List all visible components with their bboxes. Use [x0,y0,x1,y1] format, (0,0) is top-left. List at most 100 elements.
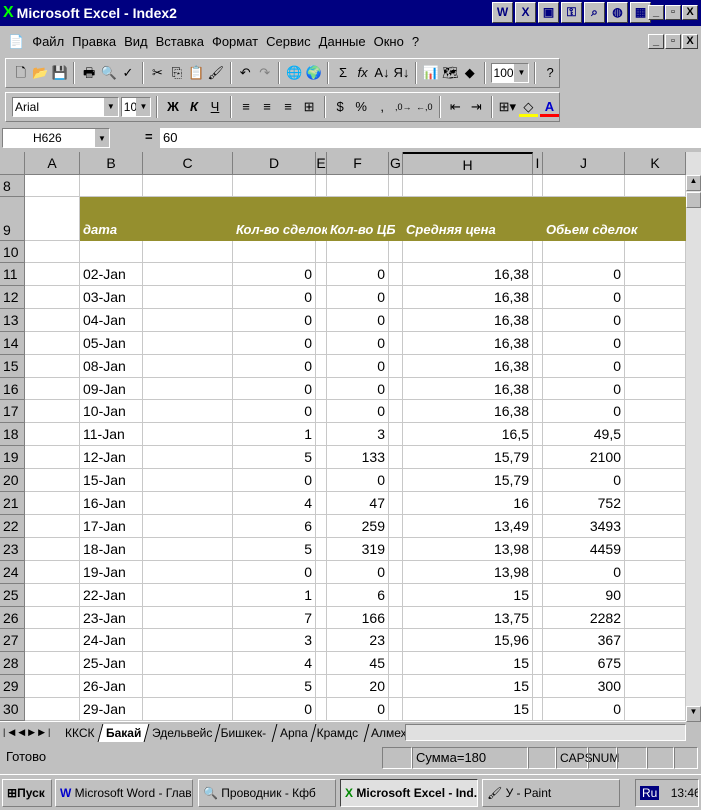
workbook-icon[interactable]: 📄 [8,33,25,49]
cell[interactable] [625,446,686,469]
cell[interactable] [389,332,403,355]
cell[interactable] [233,241,316,263]
cell[interactable] [143,423,233,446]
row-header[interactable]: 29 [0,675,25,698]
sheet-tab[interactable]: Арпа [272,723,317,742]
cell[interactable] [25,698,80,721]
cell-volume[interactable]: 2282 [543,607,625,629]
cell-securities[interactable]: 45 [327,652,389,675]
cell[interactable] [389,629,403,652]
task-excel[interactable]: X Microsoft Excel - Ind... [340,779,478,807]
tab-scroll-buttons[interactable]: |◀◀▶▶| [3,727,54,737]
font-size-select[interactable]: 10 ▼ [120,97,152,117]
cell[interactable] [316,309,327,332]
cell[interactable] [316,652,327,675]
cell-avg_price[interactable]: 13,98 [403,561,533,584]
cell[interactable] [625,378,686,400]
format-painter-icon[interactable]: 🖌 [207,65,225,80]
row-header[interactable]: 24 [0,561,25,584]
cell-volume[interactable]: 0 [543,332,625,355]
scroll-up-button[interactable]: ▲ [686,175,701,191]
column-title-securities[interactable]: Кол-во ЦБ [330,222,396,237]
cell-date[interactable]: 17-Jan [80,515,143,538]
cell[interactable] [143,286,233,309]
fill-color-icon[interactable]: ◇ [518,97,538,117]
cell-deals[interactable]: 5 [233,446,316,469]
cell[interactable] [143,241,233,263]
cell[interactable] [389,309,403,332]
column-header-A[interactable]: A [25,152,80,175]
cell[interactable] [389,286,403,309]
cell[interactable] [25,652,80,675]
autosum-icon[interactable]: Σ [339,65,348,80]
cell-deals[interactable]: 0 [233,698,316,721]
row-header[interactable]: 22 [0,515,25,538]
cell[interactable] [389,355,403,378]
cell[interactable] [533,400,543,423]
cell[interactable] [143,355,233,378]
column-title-avg_price[interactable]: Средняя цена [406,222,496,237]
cell[interactable] [625,469,686,492]
cell[interactable] [533,492,543,515]
cell-deals[interactable]: 0 [233,561,316,584]
cell[interactable] [233,175,316,197]
paste-icon[interactable]: 📋 [188,65,205,80]
cell[interactable] [316,675,327,698]
chevron-down-icon[interactable]: ▼ [103,98,118,116]
doc-close-button[interactable]: X [682,34,698,49]
cell[interactable] [389,607,403,629]
cell-deals[interactable]: 1 [233,423,316,446]
cell-date[interactable]: 09-Jan [80,378,143,400]
cell-deals[interactable]: 0 [233,286,316,309]
cell-date[interactable]: 10-Jan [80,400,143,423]
cell[interactable] [25,675,80,698]
cell[interactable] [625,423,686,446]
vertical-scrollbar[interactable]: ▲ ▼ [686,152,701,722]
cell-securities[interactable]: 133 [327,446,389,469]
cell-deals[interactable]: 4 [233,652,316,675]
cell[interactable] [143,263,233,286]
cell-securities[interactable]: 0 [327,698,389,721]
cell-volume[interactable]: 752 [543,492,625,515]
cell[interactable] [143,492,233,515]
row-header[interactable]: 14 [0,332,25,355]
cell[interactable] [25,378,80,400]
office-assistant-icon[interactable]: ? [546,65,554,80]
cell[interactable] [80,241,143,263]
cell[interactable] [625,492,686,515]
cell-date[interactable]: 24-Jan [80,629,143,652]
cell[interactable] [316,515,327,538]
cell-securities[interactable]: 0 [327,332,389,355]
equals-icon[interactable]: = [145,129,153,144]
menu-window[interactable]: Окно [373,34,404,49]
column-header-K[interactable]: K [625,152,686,175]
cell-securities[interactable]: 0 [327,400,389,423]
cell[interactable] [316,378,327,400]
cell[interactable] [143,561,233,584]
doc-restore-button[interactable]: ▫ [665,34,681,49]
cell[interactable] [316,286,327,309]
cell[interactable] [316,241,327,263]
cell[interactable] [403,175,533,197]
cell-securities[interactable]: 319 [327,538,389,561]
cell[interactable] [625,175,686,197]
column-title-deals[interactable]: Кол-во сделок [236,222,327,237]
menu-data[interactable]: Данные [318,34,366,49]
align-center-icon[interactable]: ≡ [263,99,271,114]
cell-avg_price[interactable]: 16 [403,492,533,515]
cell-volume[interactable]: 0 [543,309,625,332]
cell-date[interactable]: 08-Jan [80,355,143,378]
bold-button[interactable]: Ж [167,99,179,114]
cell[interactable] [143,629,233,652]
cell[interactable] [533,584,543,607]
open-icon[interactable]: 📂 [32,65,49,80]
cell-avg_price[interactable]: 16,5 [403,423,533,446]
percent-icon[interactable]: % [355,99,367,114]
cell[interactable] [625,561,686,584]
cell-deals[interactable]: 0 [233,469,316,492]
row-header[interactable]: 12 [0,286,25,309]
scroll-thumb[interactable] [686,192,701,208]
cell[interactable] [389,446,403,469]
cell-avg_price[interactable]: 15 [403,584,533,607]
cell[interactable] [533,629,543,652]
